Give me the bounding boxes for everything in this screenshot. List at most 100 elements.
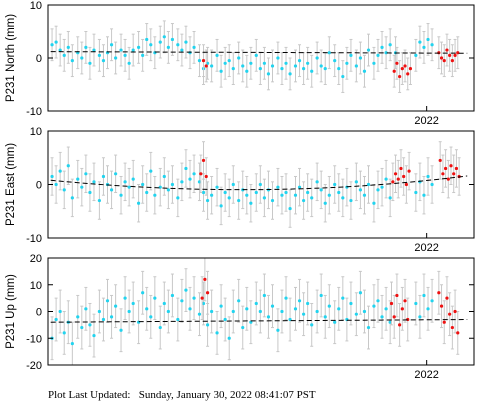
y-tick-label: -10	[26, 333, 42, 345]
footer: Plot Last Updated: Sunday, January 30, 2…	[48, 389, 316, 401]
data-point	[170, 293, 175, 298]
data-point	[54, 40, 58, 44]
data-point	[376, 299, 380, 303]
recent-data-point	[204, 64, 208, 68]
data-point	[310, 323, 314, 327]
data-point	[227, 196, 231, 200]
recent-data-point	[403, 299, 407, 303]
panel-east: 10 0 -10 2022 P231 East (mm)	[5, 126, 475, 254]
recent-data-point	[437, 291, 441, 295]
data-point	[66, 45, 70, 50]
data-point	[184, 40, 188, 44]
data-point	[249, 201, 253, 205]
data-point	[114, 56, 118, 60]
data-point	[80, 325, 84, 330]
data-point	[426, 174, 430, 179]
data-point	[362, 69, 367, 73]
data-point	[188, 177, 192, 181]
data-point	[80, 56, 84, 60]
data-point	[141, 291, 145, 295]
data-point	[258, 182, 262, 187]
data-point	[170, 182, 175, 187]
plot-area	[50, 141, 468, 228]
recent-data-point	[392, 69, 396, 73]
y-axis-label: P231 Up (mm)	[5, 274, 17, 349]
data-point	[362, 309, 367, 314]
recent-data-point	[399, 166, 403, 171]
data-point	[219, 304, 223, 308]
data-point	[358, 188, 362, 192]
data-point	[54, 317, 58, 322]
y-tick-label: 10	[30, 126, 42, 138]
data-point	[188, 51, 192, 55]
data-point	[341, 196, 345, 200]
data-point	[297, 299, 302, 303]
recent-data-point	[450, 325, 454, 330]
recent-data-point	[402, 174, 406, 179]
data-point	[266, 72, 271, 76]
data-point	[158, 325, 162, 330]
data-point	[288, 206, 292, 211]
data-point	[119, 328, 123, 332]
data-point	[158, 40, 162, 44]
y-tick-label: 10	[30, 280, 42, 292]
recent-data-point	[393, 172, 398, 176]
recent-data-point	[439, 304, 444, 308]
data-point	[231, 309, 235, 314]
data-point	[176, 43, 180, 47]
data-point	[414, 190, 418, 195]
recent-data-point	[444, 166, 448, 171]
data-point	[422, 193, 426, 197]
data-point	[333, 320, 337, 324]
trend-line	[50, 51, 468, 54]
data-point	[310, 196, 314, 200]
data-point	[145, 307, 149, 311]
data-point	[245, 69, 249, 73]
data-point	[366, 325, 371, 330]
data-point	[276, 185, 280, 189]
data-point	[241, 325, 245, 330]
data-point	[58, 309, 62, 314]
recent-data-point	[400, 67, 404, 71]
data-point	[327, 51, 331, 55]
data-point	[284, 190, 288, 195]
data-point	[388, 320, 392, 324]
data-point	[66, 164, 70, 168]
data-point	[345, 61, 349, 65]
data-point	[219, 204, 223, 208]
data-point	[323, 201, 327, 205]
data-point	[223, 61, 227, 65]
data-point	[176, 317, 180, 322]
recent-data-point	[204, 174, 208, 179]
data-point	[333, 182, 337, 187]
data-point	[201, 190, 206, 195]
recent-data-point	[408, 67, 413, 71]
data-point	[201, 301, 206, 306]
y-tick-label: -10	[26, 233, 42, 245]
recent-data-point	[400, 307, 404, 311]
data-point	[92, 48, 96, 52]
data-point	[280, 309, 284, 314]
data-point	[227, 59, 231, 63]
data-point	[127, 309, 131, 314]
recent-data-point	[396, 177, 400, 181]
data-point	[430, 43, 434, 47]
y-tick-label: 0	[36, 53, 42, 65]
data-point	[62, 331, 66, 335]
y-axis-label: P231 North (mm)	[5, 14, 17, 102]
recent-data-point	[392, 315, 396, 319]
data-point	[337, 307, 341, 311]
recent-data-point	[442, 59, 446, 63]
data-point	[215, 331, 219, 335]
data-point	[302, 312, 306, 316]
data-point	[284, 296, 288, 300]
data-point	[245, 307, 249, 311]
data-point	[176, 196, 180, 200]
data-point	[380, 315, 384, 319]
data-point	[88, 190, 92, 195]
data-point	[109, 188, 114, 192]
recent-data-point	[406, 72, 410, 76]
data-point	[297, 185, 302, 189]
data-point	[380, 185, 384, 189]
data-point	[192, 45, 196, 50]
